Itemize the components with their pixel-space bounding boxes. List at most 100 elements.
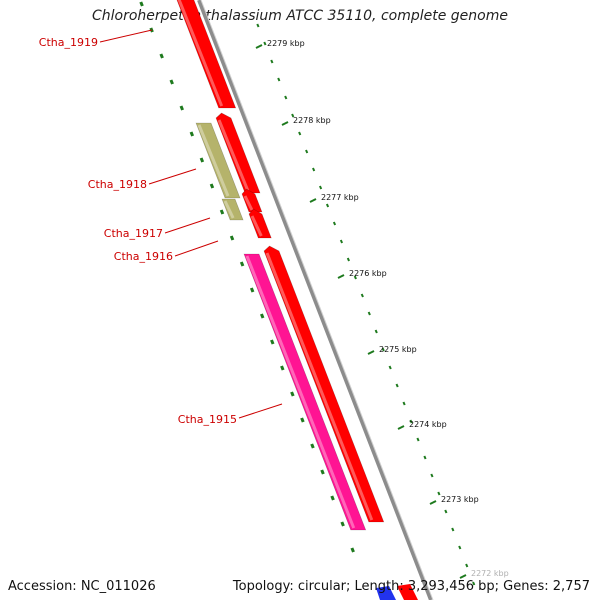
scale-tick-mark [281,121,289,126]
outer-tick-ring [256,23,476,586]
outer-tick-dot [346,257,350,262]
outer-tick-dot [298,131,302,136]
inner-tick-dot [280,365,285,371]
scale-tick-label: 2273 kbp [441,495,479,504]
gene-highlight [265,252,374,521]
label-leader-line [238,403,283,419]
inner-tick-dot [290,391,295,397]
outer-tick-dot [277,77,281,82]
inner-tick-dot [229,235,235,241]
inner-tick-dot [249,287,255,293]
outer-tick-dot [437,491,441,496]
outer-tick-dot [409,419,413,424]
label-leader-line [174,240,219,257]
scale-tick-mark [309,198,317,203]
inner-tick-dot [219,209,225,215]
outer-tick-dot [291,113,295,118]
scale-tick-mark [397,425,405,430]
inner-tick-dot [159,53,164,59]
inner-tick-dot [310,443,315,449]
inner-tick-dot [199,157,205,163]
outer-tick-dot [332,221,337,226]
outer-tick-dot [374,329,378,334]
gene-ctha-1917[interactable] [221,198,244,221]
gene-label: Ctha_1918 [88,178,147,191]
outer-tick-dot [402,401,406,406]
outer-tick-dot [430,473,434,478]
gene-feature[interactable] [397,584,418,600]
outer-tick-dot [270,59,274,64]
gene-feature[interactable] [263,245,385,523]
gene-label: Ctha_1917 [104,227,163,240]
genome-backbone-highlight [200,0,434,600]
accession-label: Accession: NC_011026 [8,579,156,594]
inner-tick-ring [139,1,355,553]
scale-tick-label: 2272 kbp [471,569,509,578]
gene-highlight [217,119,250,192]
inner-tick-dot [330,495,335,501]
inner-tick-dot [320,469,325,475]
label-leader-line [148,168,197,185]
inner-tick-dot [239,261,245,267]
inner-tick-dot [209,183,215,189]
scale-tick-label: 2274 kbp [409,420,447,429]
inner-tick-dot [270,339,275,345]
gene-label: Ctha_1916 [114,250,173,263]
outer-tick-dot [381,347,385,352]
gene-ctha-1918[interactable] [195,122,241,199]
outer-tick-dot [353,275,357,280]
outer-tick-dot [444,509,448,514]
inner-tick-dot [300,417,305,423]
scale-ticks: 2279 kbp 2278 kbp 2277 kbp 2276 kbp 2275 kbp… [255,39,509,579]
scale-tick-mark [255,44,263,49]
label-leader-line [164,217,211,234]
topology-label: Topology: circular; Length: 3,293,456 bp… [232,579,590,594]
gene-ctha-1915[interactable] [243,253,367,531]
inner-tick-dot [340,521,345,527]
outer-tick-dot [319,185,323,190]
outer-tick-dot [360,293,364,298]
outer-tick-dot [458,545,462,550]
scale-tick-label: 2277 kbp [321,193,359,202]
scale-tick-label: 2276 kbp [349,269,387,278]
outer-tick-dot [339,239,344,244]
scale-tick-label: 2278 kbp [293,116,331,125]
gene-labels: Ctha_1919 Ctha_1918 Ctha_1917 Ctha_1916 Ctha… [39,29,283,426]
outer-tick-dot [423,455,427,460]
scale-tick-label: 2275 kbp [379,345,417,354]
gene-feature[interactable] [241,188,263,213]
inner-tick-dot [260,313,265,319]
gene-highlight [250,215,263,237]
gene-feature[interactable] [215,112,261,194]
gene-label: Ctha_1915 [178,413,237,426]
gene-track [175,0,418,600]
inner-tick-dot [139,1,144,7]
genome-backbone [197,0,433,600]
outer-tick-dot [284,95,288,100]
scale-tick-label: 2279 kbp [267,39,305,48]
label-leader-line [99,29,153,43]
gene-ctha-1919[interactable] [175,0,237,109]
outer-tick-dot [312,167,316,172]
gene-label: Ctha_1919 [39,36,98,49]
outer-tick-dot [305,149,309,154]
gene-ctha-1916[interactable] [248,208,272,239]
scale-tick-mark [429,500,437,505]
outer-tick-dot [416,437,420,442]
gene-highlight [243,195,254,211]
outer-tick-dot [325,203,330,208]
gene-highlight [223,200,235,219]
scale-tick-mark [367,350,375,355]
outer-tick-dot [465,563,469,568]
inner-tick-dot [189,131,195,137]
gene-highlight [245,255,356,529]
inner-tick-dot [350,547,355,553]
outer-tick-dot [263,41,267,46]
inner-tick-dot [179,105,184,111]
gene-highlight [177,0,224,107]
outer-tick-dot [256,23,260,28]
gene-feature[interactable] [376,586,396,600]
outer-tick-dot [367,311,371,316]
scale-tick-mark [337,274,345,279]
